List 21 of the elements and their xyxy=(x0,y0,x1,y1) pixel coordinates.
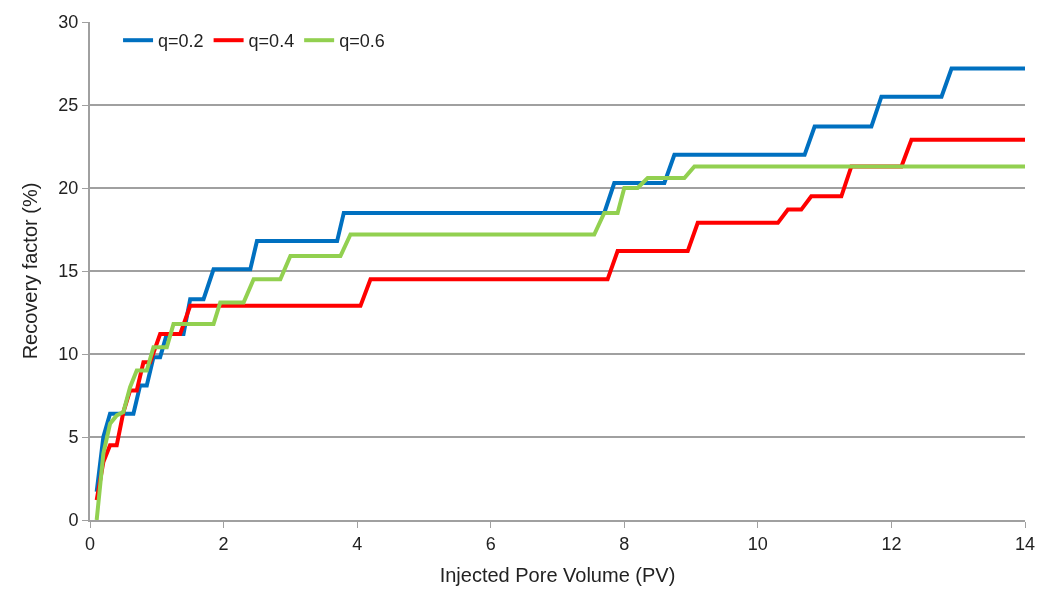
x-tick-label: 8 xyxy=(619,533,630,554)
x-tick-label: 10 xyxy=(747,533,768,554)
x-tick-label: 6 xyxy=(485,533,496,554)
y-tick-label: 30 xyxy=(58,12,79,33)
legend-label: q=0.2 xyxy=(158,31,204,52)
x-tick-label: 2 xyxy=(218,533,229,554)
line-series xyxy=(94,66,1025,494)
y-tick-label: 10 xyxy=(58,344,79,365)
x-tick-label: 14 xyxy=(1014,533,1036,554)
x-tick-label: 0 xyxy=(84,533,96,554)
x-axis-title: Injected Pore Volume (PV) xyxy=(439,563,676,586)
y-tick-label: 5 xyxy=(68,427,79,448)
legend-label: q=0.6 xyxy=(339,31,385,52)
y-tick-label: 15 xyxy=(58,261,79,282)
legend-label: q=0.4 xyxy=(248,31,295,52)
x-tick-label: 4 xyxy=(352,533,363,554)
y-tick-label: 0 xyxy=(68,510,79,531)
y-axis-title: Recovery factor (%) xyxy=(19,182,42,360)
x-tick-label: 12 xyxy=(881,533,902,554)
y-tick-label: 25 xyxy=(58,95,79,116)
y-tick-label: 20 xyxy=(58,178,79,199)
